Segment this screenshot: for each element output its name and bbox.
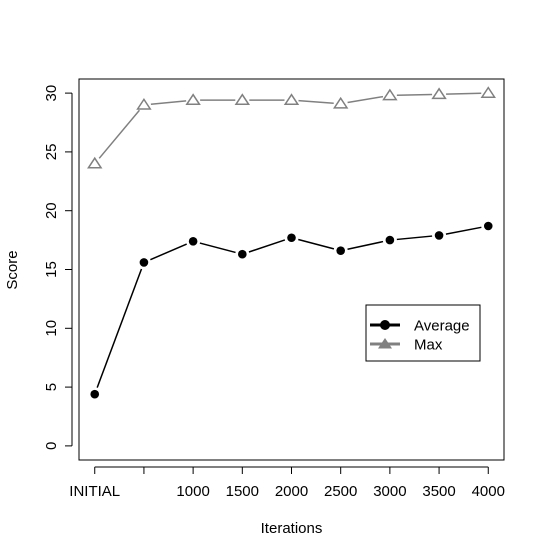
y-tick-label: 0 bbox=[43, 442, 60, 450]
y-tick-label: 15 bbox=[43, 261, 60, 278]
legend: Average Max bbox=[366, 305, 480, 361]
x-tick-label: 1500 bbox=[226, 483, 259, 500]
y-axis-title: Score bbox=[4, 250, 21, 289]
x-tick-label: 1000 bbox=[176, 483, 209, 500]
data-point bbox=[90, 390, 99, 399]
x-tick-label: 3000 bbox=[373, 483, 406, 500]
y-tick-label: 30 bbox=[43, 85, 60, 102]
y-tick-label: 10 bbox=[43, 320, 60, 337]
y-tick-label: 5 bbox=[43, 383, 60, 391]
x-axis-title: Iterations bbox=[261, 520, 323, 537]
x-tick-label: 4000 bbox=[472, 483, 505, 500]
data-point bbox=[386, 236, 395, 245]
data-point bbox=[189, 237, 198, 246]
data-point bbox=[484, 222, 493, 231]
legend-marker bbox=[380, 320, 390, 330]
data-point bbox=[287, 233, 296, 242]
data-point bbox=[336, 246, 345, 255]
legend-label: Average bbox=[414, 318, 470, 335]
y-tick-label: 25 bbox=[43, 144, 60, 161]
legend-label: Max bbox=[414, 337, 443, 354]
x-tick-label: 2500 bbox=[324, 483, 357, 500]
x-tick-label: 3500 bbox=[422, 483, 455, 500]
x-tick-label: 2000 bbox=[275, 483, 308, 500]
series-line-segment bbox=[397, 94, 432, 95]
y-tick-label: 20 bbox=[43, 202, 60, 219]
series-line-segment bbox=[446, 93, 481, 94]
data-point bbox=[238, 250, 247, 259]
x-tick-label: INITIAL bbox=[69, 483, 120, 500]
data-point bbox=[140, 258, 149, 267]
data-point bbox=[435, 231, 444, 240]
